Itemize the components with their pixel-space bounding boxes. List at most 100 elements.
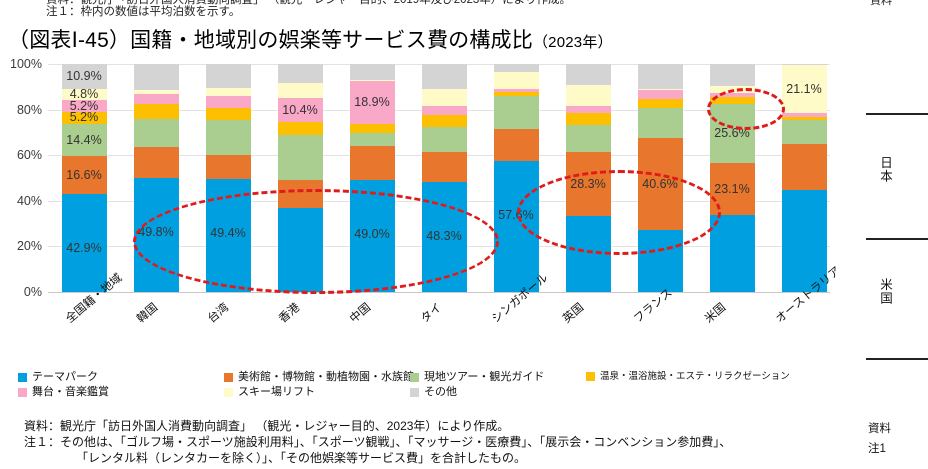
bar-segment xyxy=(205,64,251,89)
bar-segment xyxy=(493,129,539,161)
bar-segment xyxy=(781,190,827,292)
carryover-note-block: 資料：観光庁「訪日外国人消費動向調査」 （観光・レジャー目的、2019年及び20… xyxy=(0,0,860,13)
stacked-bar[interactable]: 49.8% xyxy=(133,64,179,292)
carryover-source-line: 資料：観光庁「訪日外国人消費動向調査」 （観光・レジャー目的、2019年及び20… xyxy=(46,0,572,6)
stacked-bar[interactable]: 18.9% 49.0% xyxy=(349,64,395,292)
legend-label-onsen: 温泉・温浴施設・エステ・リラクゼーション xyxy=(600,371,790,382)
bar-segment: 48.3% xyxy=(421,181,467,292)
figure-footnotes: 資料：観光庁「訪日外国人消費動向調査」 （観光・レジャー目的、2023年）により… xyxy=(24,418,884,467)
adjacent-note-1: 注1 xyxy=(868,443,886,455)
legend-item-ski-lift: スキー場リフト xyxy=(224,387,315,398)
footnote-note1-cont: 「レンタル料（レンタカーを除く）」、「その他娯楽等サービス費」を合計したもの。 xyxy=(76,451,527,466)
stacked-bar[interactable]: 21.1% xyxy=(781,64,827,292)
legend-item-local-tour: 現地ツアー・観光ガイド xyxy=(410,372,544,383)
bar-value-label: 5.2% xyxy=(69,110,99,125)
y-tick-0: 0% xyxy=(23,285,42,299)
stacked-bar[interactable]: 28.3% xyxy=(565,64,611,292)
bar-slot-9: 25.6% 23.1% xyxy=(696,64,768,292)
y-tick-40: 40% xyxy=(16,193,42,208)
bar-value-label: 4.8% xyxy=(69,87,99,102)
y-tick-20: 20% xyxy=(16,239,42,254)
y-tick-60: 60% xyxy=(16,148,42,163)
gridline-0 xyxy=(48,292,830,293)
y-axis-tick-labels: 0% 20% 40% 60% 80% 100% xyxy=(0,57,46,309)
legend-item-theme-park: テーマパーク xyxy=(18,372,98,383)
bar-segment xyxy=(349,64,395,80)
page-title: （図表Ⅰ-45）国籍・地域別の娯楽等サービス費の構成比（2023年） xyxy=(8,24,613,54)
legend-label-theme-park: テーマパーク xyxy=(32,371,98,383)
bar-segment xyxy=(205,95,251,108)
bar-segment xyxy=(565,112,611,125)
bar-segment xyxy=(277,64,323,84)
stacked-bar-group: 10.9% 4.8% 5.2% 5.2% 14.4% 16.6% 42.9% 49.8% 49.… xyxy=(48,64,840,292)
bar-value-label: 49.4% xyxy=(210,226,246,241)
legend-swatch-other xyxy=(410,388,419,397)
bar-segment xyxy=(133,94,179,104)
bar-value-label: 42.9% xyxy=(66,241,102,256)
bar-segment xyxy=(493,64,539,73)
stacked-bar[interactable]: 25.6% 23.1% xyxy=(709,64,755,292)
bar-slot-2: 49.4% xyxy=(192,64,264,292)
legend-row-2: 舞台・音楽鑑賞 スキー場リフト その他 xyxy=(18,387,838,402)
adjacent-label-japan: 日本 xyxy=(878,156,892,183)
bar-segment xyxy=(709,64,755,86)
bar-slot-4: 18.9% 49.0% xyxy=(336,64,408,292)
bar-segment xyxy=(421,151,467,182)
bar-value-label: 10.9% xyxy=(66,69,102,84)
stacked-bar[interactable]: 48.3% xyxy=(421,64,467,292)
chart-plot-area: 0% 20% 40% 60% 80% 100% 10.9% 4.8% 5.2% 5.2% 14.4… xyxy=(0,57,840,309)
y-tick-80: 80% xyxy=(16,102,42,117)
bar-segment: 40.6% xyxy=(637,137,683,231)
bar-segment xyxy=(709,215,755,292)
bar-segment xyxy=(133,147,179,179)
bar-segment xyxy=(133,119,179,148)
adjacent-rule-3 xyxy=(866,358,928,360)
legend-swatch-theme-park xyxy=(18,373,27,382)
bar-segment xyxy=(781,116,827,121)
bar-segment xyxy=(277,179,323,209)
bar-segment xyxy=(277,121,323,136)
legend-item-other: その他 xyxy=(410,387,457,398)
legend-label-other: その他 xyxy=(424,386,457,398)
legend-row-1: テーマパーク 美術館・博物館・動植物園・水族館 現地ツアー・観光ガイド 温泉・温… xyxy=(18,372,838,387)
bar-slot-10: 21.1% xyxy=(768,64,840,292)
stacked-bar[interactable]: 10.4% xyxy=(277,64,323,292)
bar-segment xyxy=(421,89,467,106)
legend-label-stage-music: 舞台・音楽鑑賞 xyxy=(32,386,109,398)
adjacent-top-fragment: 資料 xyxy=(870,0,892,7)
bar-segment xyxy=(277,208,323,292)
bar-segment xyxy=(349,123,395,133)
legend-item-stage-music: 舞台・音楽鑑賞 xyxy=(18,387,109,398)
bar-slot-3: 10.4% xyxy=(264,64,336,292)
stacked-bar[interactable]: 10.9% 4.8% 5.2% 5.2% 14.4% 16.6% 42.9% xyxy=(61,64,107,292)
chart-legend: テーマパーク 美術館・博物館・動植物園・水族館 現地ツアー・観光ガイド 温泉・温… xyxy=(18,372,838,402)
bar-segment: 49.0% xyxy=(349,180,395,292)
bar-segment xyxy=(709,92,755,98)
legend-swatch-onsen xyxy=(586,372,595,382)
footnote-source: 資料：観光庁「訪日外国人消費動向調査」 （観光・レジャー目的、2023年）により… xyxy=(24,419,510,433)
footnote-note1: 注１：その他は、「ゴルフ場・スポーツ施設利用料」、「スポーツ観戦」、「マッサージ… xyxy=(24,435,732,450)
bar-segment: 5.2% xyxy=(61,100,107,112)
bar-segment xyxy=(205,120,251,155)
bar-segment: 57.6% xyxy=(493,160,539,292)
bar-slot-0: 10.9% 4.8% 5.2% 5.2% 14.4% 16.6% 42.9% xyxy=(48,64,120,292)
bar-segment: 16.6% xyxy=(61,156,107,195)
bar-segment xyxy=(637,107,683,138)
bar-segment xyxy=(133,90,179,95)
legend-label-local-tour: 現地ツアー・観光ガイド xyxy=(424,371,545,383)
carryover-note-1: 注１：枠内の数値は平均泊数を示す。 xyxy=(46,6,241,18)
adjacent-rule-2 xyxy=(866,238,928,240)
bar-segment xyxy=(421,64,467,90)
bar-value-label: 49.8% xyxy=(138,225,174,240)
bar-segment xyxy=(277,83,323,99)
legend-item-onsen: 温泉・温浴施設・エステ・リラクゼーション xyxy=(586,372,790,382)
bar-segment xyxy=(277,135,323,180)
stacked-bar[interactable]: 40.6% xyxy=(637,64,683,292)
bar-segment xyxy=(349,132,395,147)
bar-segment xyxy=(205,88,251,96)
x-axis-category-labels: 全国籍・地域 韓国 台湾 香港 中国 タイ シンガポール 英国 フランス 米国 オーストラリア xyxy=(48,265,928,374)
stacked-bar[interactable]: 57.6% xyxy=(493,64,539,292)
stacked-bar[interactable]: 49.4% xyxy=(205,64,251,292)
bar-segment: 18.9% xyxy=(349,80,395,124)
